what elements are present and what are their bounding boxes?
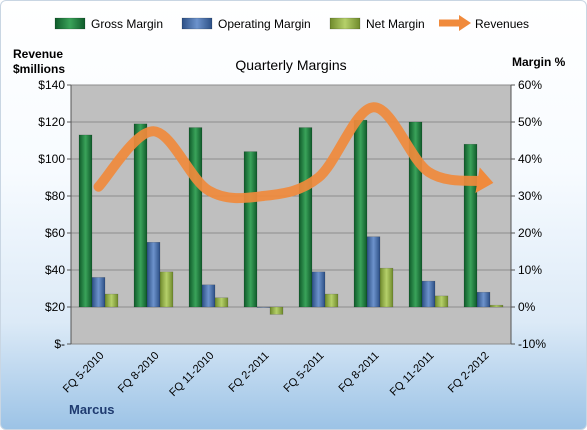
right-tick-label: -10% <box>518 337 546 351</box>
right-tick-label: 30% <box>518 189 542 203</box>
left-tick-label: $40 <box>45 263 65 277</box>
bar-gross-margin <box>463 143 478 308</box>
bar-gross-margin <box>133 123 148 308</box>
right-tick-label: 0% <box>518 300 536 314</box>
bar-operating-margin <box>256 306 271 308</box>
bar-operating-margin <box>421 280 436 308</box>
left-tick-label: $20 <box>45 300 65 314</box>
legend-swatch <box>54 17 86 30</box>
right-tick-label: 60% <box>518 78 542 92</box>
category-label: FQ 2-2012 <box>446 350 492 396</box>
right-tick-label: 40% <box>518 152 542 166</box>
legend-label: Net Margin <box>366 17 425 31</box>
legend-label: Revenues <box>475 17 529 31</box>
left-tick-label: $140 <box>38 78 65 92</box>
bar-operating-margin <box>366 236 381 308</box>
right-axis-label: Margin % <box>512 55 566 69</box>
bar-gross-margin <box>353 119 368 308</box>
bar-gross-margin <box>298 127 313 308</box>
legend-label: Operating Margin <box>218 17 311 31</box>
category-label: FQ 11-2010 <box>167 350 216 399</box>
chart-title: Quarterly Margins <box>235 57 346 73</box>
legend-swatch <box>459 15 471 31</box>
left-tick-label: $60 <box>45 226 65 240</box>
bar-net-margin <box>104 293 119 308</box>
bar-net-margin <box>489 304 504 308</box>
bar-net-margin <box>159 271 174 308</box>
bar-operating-margin <box>311 271 326 308</box>
revenue-line <box>93 102 489 204</box>
category-label: FQ 2-2011 <box>227 350 272 395</box>
legend-swatch <box>329 17 361 30</box>
footer-label: Marcus <box>69 402 115 417</box>
right-tick-label: 10% <box>518 263 542 277</box>
bar-operating-margin <box>91 277 106 308</box>
bar-net-margin <box>434 295 449 308</box>
bar-net-margin <box>379 267 394 308</box>
bar-net-margin <box>324 293 339 308</box>
bar-net-margin <box>214 297 229 308</box>
left-tick-label: $120 <box>38 115 65 129</box>
bar-operating-margin <box>201 284 216 308</box>
category-label: FQ 11-2011 <box>388 350 437 399</box>
left-axis-label: $millions <box>13 62 65 76</box>
legend-label: Gross Margin <box>91 17 163 31</box>
category-label: FQ 8-2010 <box>116 350 162 396</box>
left-tick-label: $80 <box>45 189 65 203</box>
bar-operating-margin <box>146 242 161 308</box>
bar-operating-margin <box>476 291 491 308</box>
right-tick-label: 20% <box>518 226 542 240</box>
left-tick-label: $- <box>54 337 65 351</box>
right-tick-label: 50% <box>518 115 542 129</box>
legend-swatch <box>181 17 213 30</box>
bar-gross-margin <box>78 134 93 308</box>
revenue-arrowhead <box>475 167 494 194</box>
left-tick-label: $100 <box>38 152 65 166</box>
category-label: FQ 5-2011 <box>282 350 327 395</box>
left-axis-label: Revenue <box>13 47 63 61</box>
category-label: FQ 8-2011 <box>337 350 382 395</box>
bar-gross-margin <box>243 151 258 308</box>
category-label: FQ 5-2010 <box>61 350 107 396</box>
bar-net-margin <box>269 306 284 315</box>
bar-gross-margin <box>188 127 203 308</box>
